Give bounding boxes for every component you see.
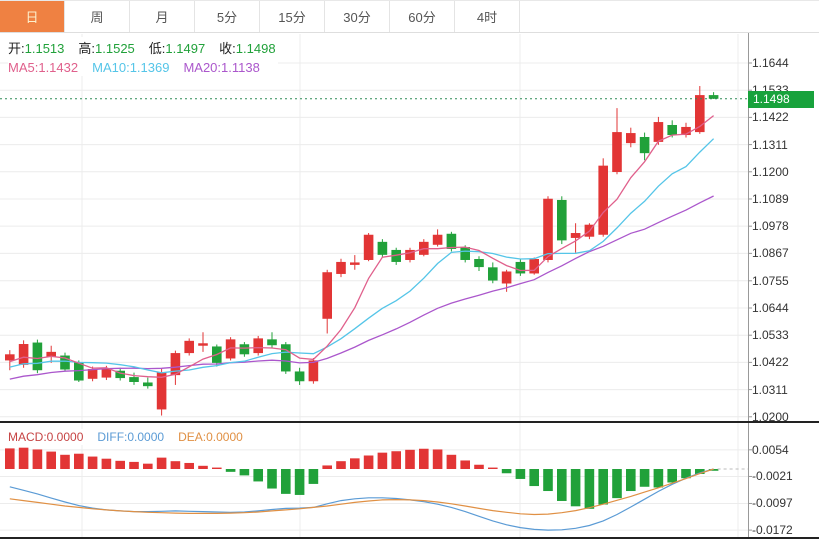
info-item: MA20:1.1138 [183, 60, 260, 75]
price-axis-label: 1.0978 [752, 219, 789, 234]
price-axis-label: 1.0200 [752, 409, 789, 424]
ohlc-info-row: 开:1.1513 高:1.1525 低:1.1497 收:1.1498 [8, 37, 294, 58]
candles [5, 86, 719, 416]
info-item: DEA:0.0000 [178, 430, 243, 444]
info-item: MA10:1.1369 [92, 60, 170, 75]
tab-week[interactable]: 周 [65, 1, 130, 32]
ma20-line [9, 195, 714, 380]
tab-15min[interactable]: 15分 [260, 1, 325, 32]
macd-histogram [5, 447, 719, 509]
ma5-line [9, 115, 715, 378]
info-item: 收:1.1498 [219, 41, 276, 56]
price-axis-label: 1.0867 [752, 246, 789, 261]
info-item: 开:1.1513 [8, 41, 65, 56]
price-axis-label: 1.0755 [752, 273, 789, 288]
tab-4hour[interactable]: 4时 [455, 1, 520, 32]
info-item: DIFF:0.0000 [97, 430, 165, 444]
period-toolbar: 日周月 5分 15分 30分 60分 4时 [0, 0, 819, 33]
macd-axis-label: -0.0097 [752, 496, 793, 511]
price-axis-label: 1.0311 [752, 382, 788, 397]
ma10-line [9, 138, 715, 374]
tab-30min[interactable]: 30分 [325, 1, 390, 32]
macd-axis-label: 0.0054 [752, 442, 789, 457]
info-item: 低:1.1497 [148, 41, 206, 56]
tab-60min[interactable]: 60分 [390, 1, 455, 32]
diff-line [9, 468, 714, 531]
dea-line [9, 468, 714, 516]
price-axis-label: 1.1089 [752, 191, 789, 206]
price-axis-label: 1.0533 [752, 328, 789, 343]
tab-month[interactable]: 月 [130, 1, 195, 32]
price-axis-label: 1.1200 [752, 164, 789, 179]
info-item: MACD:0.0000 [8, 430, 84, 444]
ma-info-row: MA5:1.1432 MA10:1.1369 MA20:1.1138 [8, 59, 278, 76]
macd-info-row: MACD:0.0000 DIFF:0.0000 DEA:0.0000 [8, 429, 261, 445]
tab-day[interactable]: 日 [0, 1, 65, 32]
current-price-badge: 1.1498 [748, 91, 814, 108]
tab-5min[interactable]: 5分 [195, 1, 260, 32]
price-axis-label: 1.0422 [752, 355, 789, 370]
info-item: MA5:1.1432 [8, 60, 79, 75]
info-item: 高:1.1525 [78, 41, 135, 56]
price-axis-label: 1.1644 [752, 56, 789, 70]
price-axis-label: 1.1422 [752, 110, 789, 125]
price-axis-label: 1.1311 [752, 137, 788, 152]
macd-axis-label: -0.0172 [752, 523, 793, 538]
axis-frame [0, 33, 819, 539]
price-axis-label: 1.0644 [752, 301, 789, 315]
gridlines [0, 34, 748, 537]
macd-axis-label: -0.0021 [752, 469, 793, 484]
